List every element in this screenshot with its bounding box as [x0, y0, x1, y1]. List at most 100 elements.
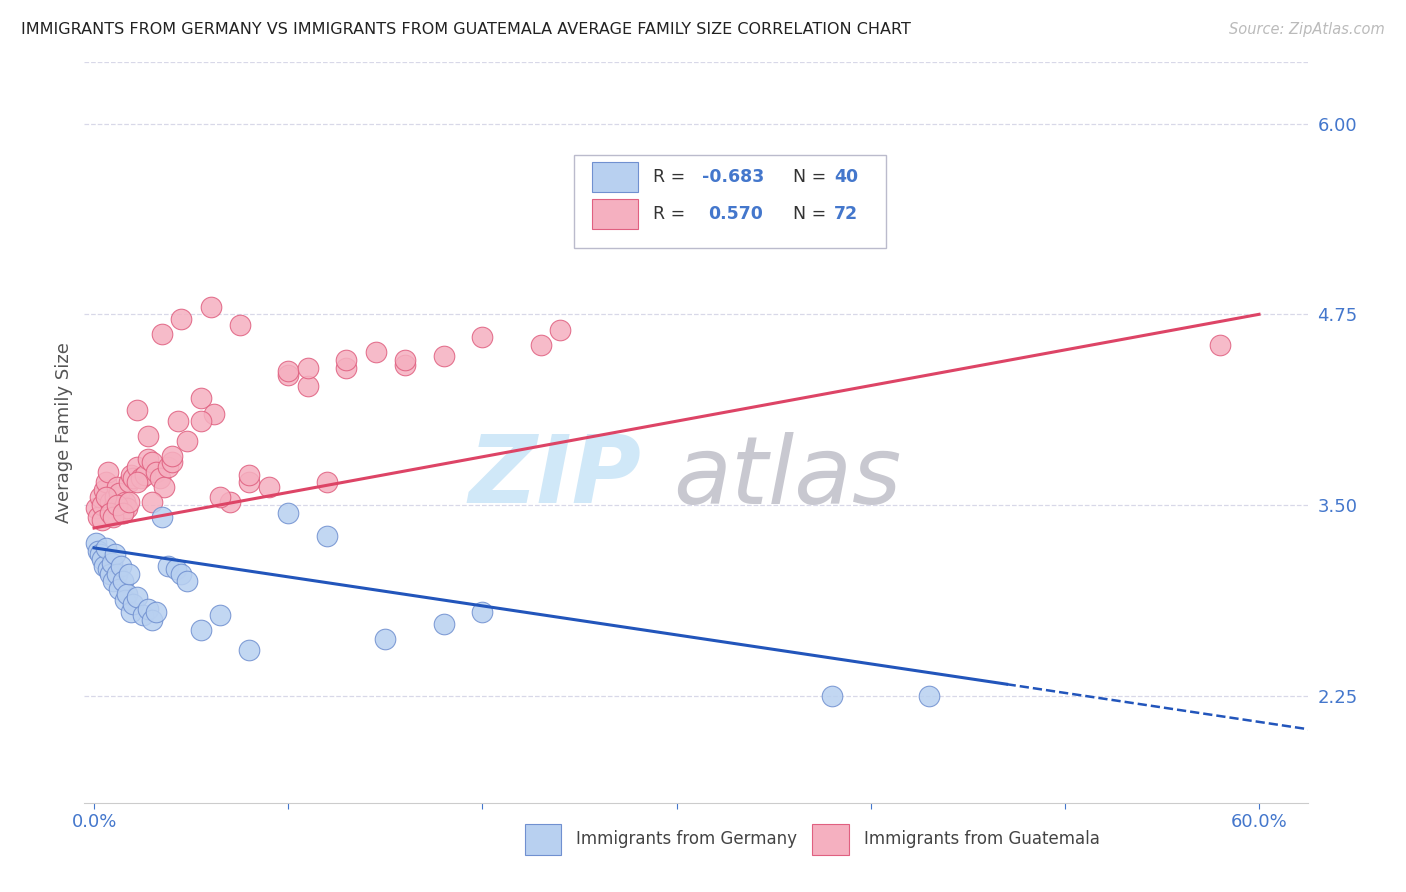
Point [89, 491, 111, 505]
FancyBboxPatch shape [592, 200, 638, 229]
Point [104, 491, 127, 505]
Point [118, 495, 141, 509]
Point [394, 358, 416, 372]
Text: atlas: atlas [673, 432, 901, 523]
Point [170, 566, 193, 581]
Point [141, 455, 163, 469]
Point [190, 624, 212, 638]
Point [204, 407, 226, 421]
Text: Immigrants from Guatemala: Immigrants from Guatemala [863, 830, 1099, 848]
Point [112, 574, 135, 589]
Point [153, 480, 176, 494]
Point [84, 536, 107, 550]
Point [104, 547, 127, 561]
Point [156, 460, 179, 475]
Point [93, 559, 115, 574]
Point [105, 566, 128, 581]
Point [103, 510, 125, 524]
Point [335, 360, 357, 375]
Point [98, 566, 121, 581]
Point [114, 495, 136, 509]
Point [471, 605, 494, 619]
Point [219, 495, 242, 509]
Text: 72: 72 [834, 205, 858, 223]
Point [138, 452, 160, 467]
Point [110, 498, 132, 512]
Point [200, 300, 222, 314]
Point [120, 467, 142, 482]
Point [156, 559, 179, 574]
Text: 0.570: 0.570 [709, 205, 763, 223]
Point [335, 353, 357, 368]
Point [176, 574, 198, 589]
Point [103, 501, 125, 516]
Point [112, 506, 135, 520]
Text: R =: R = [654, 205, 696, 223]
Point [238, 475, 260, 490]
Point [160, 450, 183, 464]
Y-axis label: Average Family Size: Average Family Size [55, 343, 73, 523]
FancyBboxPatch shape [524, 823, 561, 855]
Point [115, 501, 138, 516]
Point [118, 566, 141, 581]
Point [316, 475, 339, 490]
Point [90, 513, 112, 527]
Point [100, 556, 122, 570]
Point [134, 467, 156, 482]
Point [277, 364, 299, 378]
Point [665, 178, 688, 192]
Point [150, 327, 173, 342]
Point [150, 510, 173, 524]
Point [316, 529, 339, 543]
Point [122, 470, 145, 484]
Point [94, 541, 117, 555]
Point [530, 338, 553, 352]
Point [141, 613, 163, 627]
Point [105, 480, 128, 494]
Text: R =: R = [654, 169, 690, 186]
Point [94, 491, 117, 505]
Point [918, 689, 941, 703]
Point [90, 498, 112, 512]
Point [125, 475, 148, 490]
Point [138, 602, 160, 616]
Point [97, 562, 120, 576]
Point [297, 379, 319, 393]
Point [228, 318, 250, 332]
Point [432, 617, 454, 632]
Point [125, 403, 148, 417]
Point [432, 349, 454, 363]
Point [105, 498, 128, 512]
FancyBboxPatch shape [574, 155, 886, 247]
Text: Immigrants from Germany: Immigrants from Germany [576, 830, 797, 848]
Point [190, 414, 212, 428]
Point [110, 559, 132, 574]
Point [277, 506, 299, 520]
Point [149, 470, 172, 484]
Point [114, 592, 136, 607]
Text: IMMIGRANTS FROM GERMANY VS IMMIGRANTS FROM GUATEMALA AVERAGE FAMILY SIZE CORRELA: IMMIGRANTS FROM GERMANY VS IMMIGRANTS FR… [21, 22, 911, 37]
Text: Source: ZipAtlas.com: Source: ZipAtlas.com [1229, 22, 1385, 37]
Point [89, 547, 111, 561]
Point [166, 414, 188, 428]
Point [176, 434, 198, 448]
Text: N =: N = [782, 169, 831, 186]
Point [115, 587, 138, 601]
Point [125, 460, 148, 475]
Point [257, 480, 280, 494]
Text: -0.683: -0.683 [702, 169, 765, 186]
Point [145, 605, 167, 619]
Point [108, 582, 131, 596]
Point [364, 345, 387, 359]
Point [170, 312, 193, 326]
Point [84, 501, 107, 516]
Point [145, 465, 167, 479]
Point [548, 322, 571, 336]
Point [108, 486, 131, 500]
Point [394, 353, 416, 368]
Point [209, 491, 232, 505]
Point [238, 643, 260, 657]
Text: ZIP: ZIP [468, 431, 641, 523]
Point [94, 475, 117, 490]
Point [1209, 338, 1232, 352]
